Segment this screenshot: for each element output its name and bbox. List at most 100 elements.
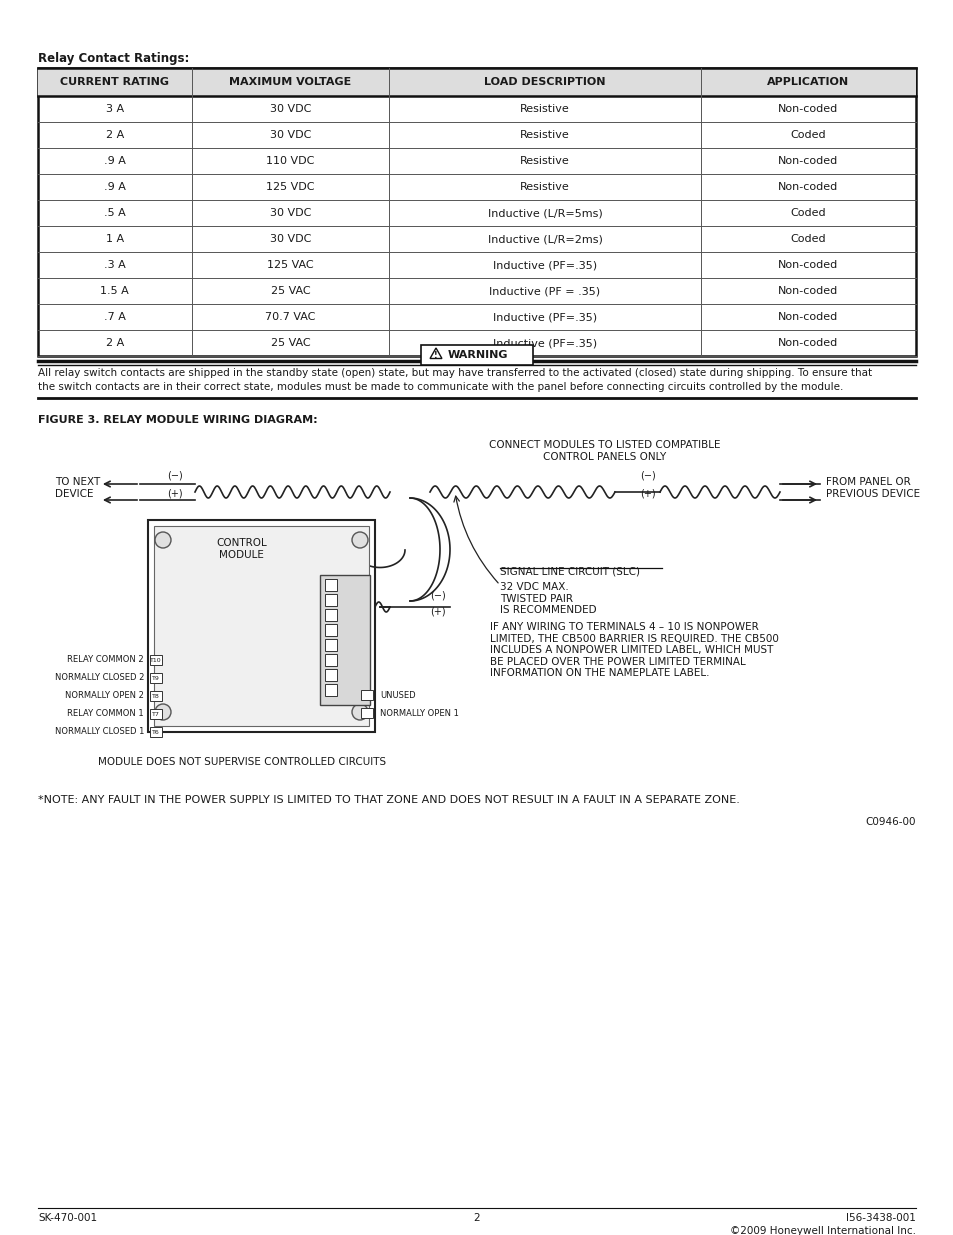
Text: 2 A: 2 A bbox=[106, 130, 124, 140]
Text: MAXIMUM VOLTAGE: MAXIMUM VOLTAGE bbox=[229, 77, 352, 86]
Bar bbox=[150, 655, 162, 664]
Text: 32 VDC MAX.
TWISTED PAIR
IS RECOMMENDED: 32 VDC MAX. TWISTED PAIR IS RECOMMENDED bbox=[499, 582, 596, 615]
Text: 70.7 VAC: 70.7 VAC bbox=[265, 312, 315, 322]
Bar bbox=[150, 727, 162, 737]
Bar bbox=[325, 638, 336, 651]
Text: Inductive (L/R=2ms): Inductive (L/R=2ms) bbox=[487, 233, 602, 245]
Text: Resistive: Resistive bbox=[519, 104, 569, 114]
Text: FIGURE 3. RELAY MODULE WIRING DIAGRAM:: FIGURE 3. RELAY MODULE WIRING DIAGRAM: bbox=[38, 415, 317, 425]
Text: RELAY COMMON 1: RELAY COMMON 1 bbox=[68, 709, 144, 719]
Text: Non-coded: Non-coded bbox=[778, 338, 838, 348]
Bar bbox=[38, 68, 915, 96]
Bar bbox=[360, 690, 373, 700]
Text: CURRENT RATING: CURRENT RATING bbox=[60, 77, 169, 86]
Bar bbox=[38, 68, 915, 356]
Circle shape bbox=[352, 532, 368, 548]
Text: MODULE DOES NOT SUPERVISE CONTROLLED CIRCUITS: MODULE DOES NOT SUPERVISE CONTROLLED CIR… bbox=[98, 757, 386, 767]
Text: LOAD DESCRIPTION: LOAD DESCRIPTION bbox=[484, 77, 605, 86]
Circle shape bbox=[352, 704, 368, 720]
Text: Resistive: Resistive bbox=[519, 156, 569, 165]
Text: 1.5 A: 1.5 A bbox=[100, 287, 129, 296]
Text: (−): (−) bbox=[430, 590, 445, 600]
Bar bbox=[325, 655, 336, 666]
Text: 30 VDC: 30 VDC bbox=[270, 233, 311, 245]
Text: T10: T10 bbox=[150, 657, 162, 662]
Text: Inductive (PF=.35): Inductive (PF=.35) bbox=[493, 312, 597, 322]
Text: 125 VAC: 125 VAC bbox=[267, 261, 314, 270]
Text: T9: T9 bbox=[152, 676, 160, 680]
Bar bbox=[150, 673, 162, 683]
Text: IF ANY WIRING TO TERMINALS 4 – 10 IS NONPOWER
LIMITED, THE CB500 BARRIER IS REQU: IF ANY WIRING TO TERMINALS 4 – 10 IS NON… bbox=[490, 622, 778, 678]
Text: !: ! bbox=[434, 352, 437, 361]
Text: SK-470-001: SK-470-001 bbox=[38, 1213, 97, 1223]
Text: .9 A: .9 A bbox=[104, 182, 126, 191]
Text: 25 VAC: 25 VAC bbox=[271, 338, 310, 348]
Text: .9 A: .9 A bbox=[104, 156, 126, 165]
Text: UNUSED: UNUSED bbox=[379, 690, 416, 699]
Text: 110 VDC: 110 VDC bbox=[266, 156, 314, 165]
Text: All relay switch contacts are shipped in the standby state (open) state, but may: All relay switch contacts are shipped in… bbox=[38, 368, 871, 378]
Text: Resistive: Resistive bbox=[519, 182, 569, 191]
Circle shape bbox=[154, 704, 171, 720]
Text: Inductive (PF=.35): Inductive (PF=.35) bbox=[493, 338, 597, 348]
Bar bbox=[325, 684, 336, 697]
Text: WARNING: WARNING bbox=[448, 350, 508, 359]
Text: Non-coded: Non-coded bbox=[778, 182, 838, 191]
Bar bbox=[360, 708, 373, 718]
Text: Inductive (L/R=5ms): Inductive (L/R=5ms) bbox=[487, 207, 601, 219]
Text: 30 VDC: 30 VDC bbox=[270, 130, 311, 140]
Text: 2: 2 bbox=[474, 1213, 479, 1223]
Text: NORMALLY OPEN 2: NORMALLY OPEN 2 bbox=[65, 692, 144, 700]
Text: .5 A: .5 A bbox=[104, 207, 126, 219]
Text: 125 VDC: 125 VDC bbox=[266, 182, 314, 191]
Text: FROM PANEL OR
PREVIOUS DEVICE: FROM PANEL OR PREVIOUS DEVICE bbox=[825, 477, 919, 499]
Text: Coded: Coded bbox=[790, 130, 825, 140]
Text: 2 A: 2 A bbox=[106, 338, 124, 348]
Text: 30 VDC: 30 VDC bbox=[270, 104, 311, 114]
Polygon shape bbox=[430, 348, 441, 358]
Circle shape bbox=[154, 532, 171, 548]
Text: NORMALLY OPEN 1: NORMALLY OPEN 1 bbox=[379, 709, 458, 718]
Text: 25 VAC: 25 VAC bbox=[271, 287, 310, 296]
Text: (−): (−) bbox=[639, 471, 655, 480]
Bar bbox=[148, 520, 375, 732]
Text: NORMALLY CLOSED 1: NORMALLY CLOSED 1 bbox=[54, 727, 144, 736]
Text: (+): (+) bbox=[167, 488, 183, 498]
Text: ©2009 Honeywell International Inc.: ©2009 Honeywell International Inc. bbox=[729, 1226, 915, 1235]
Text: T8: T8 bbox=[152, 694, 160, 699]
Text: RELAY COMMON 2: RELAY COMMON 2 bbox=[68, 656, 144, 664]
Text: (+): (+) bbox=[639, 488, 655, 498]
Text: Non-coded: Non-coded bbox=[778, 287, 838, 296]
Text: Coded: Coded bbox=[790, 233, 825, 245]
Text: CONNECT MODULES TO LISTED COMPATIBLE
CONTROL PANELS ONLY: CONNECT MODULES TO LISTED COMPATIBLE CON… bbox=[489, 440, 720, 462]
Bar bbox=[319, 576, 370, 705]
Bar bbox=[150, 709, 162, 719]
Text: .3 A: .3 A bbox=[104, 261, 126, 270]
Text: APPLICATION: APPLICATION bbox=[766, 77, 848, 86]
Text: I56-3438-001: I56-3438-001 bbox=[845, 1213, 915, 1223]
Text: CONTROL
MODULE: CONTROL MODULE bbox=[216, 538, 267, 559]
Bar bbox=[420, 345, 533, 366]
Bar bbox=[325, 609, 336, 621]
Text: Inductive (PF = .35): Inductive (PF = .35) bbox=[489, 287, 600, 296]
Text: 3 A: 3 A bbox=[106, 104, 124, 114]
Text: NORMALLY CLOSED 2: NORMALLY CLOSED 2 bbox=[54, 673, 144, 683]
Text: *NOTE: ANY FAULT IN THE POWER SUPPLY IS LIMITED TO THAT ZONE AND DOES NOT RESULT: *NOTE: ANY FAULT IN THE POWER SUPPLY IS … bbox=[38, 795, 740, 805]
Text: TO NEXT
DEVICE: TO NEXT DEVICE bbox=[55, 477, 100, 499]
Text: Relay Contact Ratings:: Relay Contact Ratings: bbox=[38, 52, 190, 65]
Text: SIGNAL LINE CIRCUIT (SLC): SIGNAL LINE CIRCUIT (SLC) bbox=[499, 567, 639, 577]
Bar bbox=[325, 594, 336, 606]
Bar bbox=[325, 579, 336, 592]
Text: T7: T7 bbox=[152, 711, 160, 716]
Text: the switch contacts are in their correct state, modules must be made to communic: the switch contacts are in their correct… bbox=[38, 382, 842, 391]
Bar bbox=[325, 624, 336, 636]
Text: Resistive: Resistive bbox=[519, 130, 569, 140]
Text: Non-coded: Non-coded bbox=[778, 156, 838, 165]
Bar bbox=[153, 526, 369, 726]
Text: Non-coded: Non-coded bbox=[778, 312, 838, 322]
Text: Non-coded: Non-coded bbox=[778, 104, 838, 114]
Text: Non-coded: Non-coded bbox=[778, 261, 838, 270]
Text: Inductive (PF=.35): Inductive (PF=.35) bbox=[493, 261, 597, 270]
Bar bbox=[150, 692, 162, 701]
Bar bbox=[325, 669, 336, 680]
